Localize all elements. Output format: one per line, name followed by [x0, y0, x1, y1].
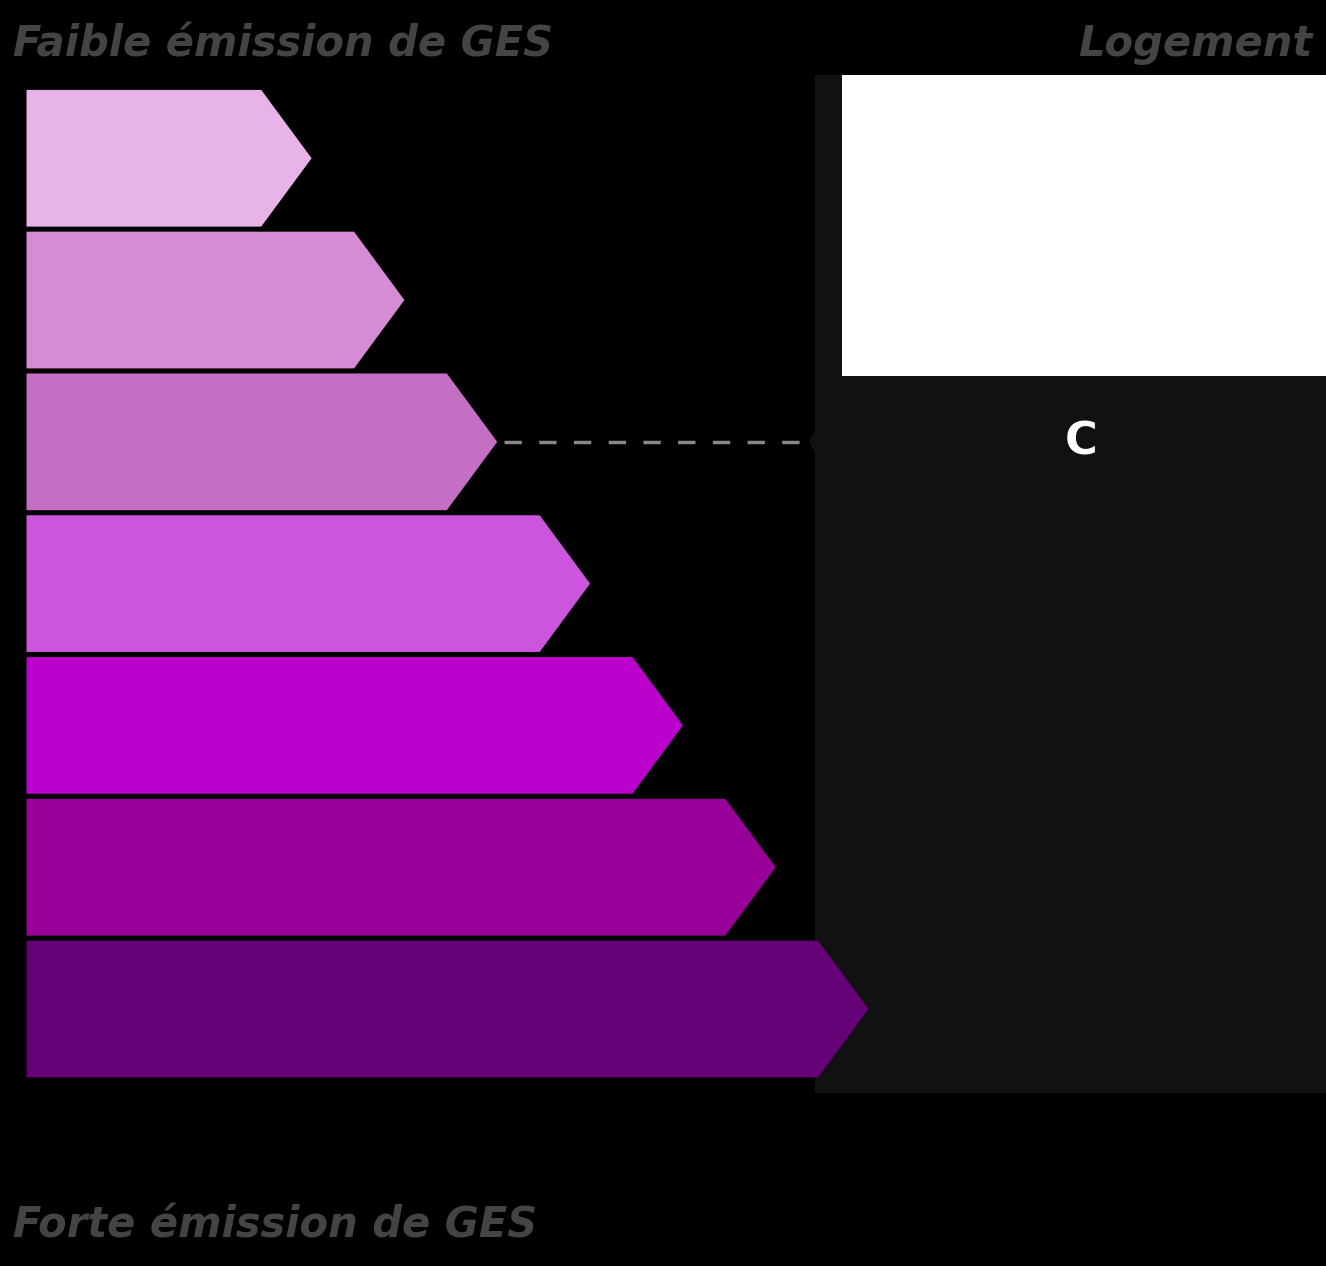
Text: C: C	[404, 425, 431, 458]
Text: 11 à 20: 11 à 20	[60, 428, 180, 456]
Polygon shape	[27, 941, 869, 1077]
Text: Forte émission de GES: Forte émission de GES	[13, 1204, 537, 1247]
Text: F: F	[684, 851, 709, 884]
Text: > 80: > 80	[60, 995, 135, 1023]
Text: E: E	[591, 709, 617, 742]
Text: Faible émission de GES: Faible émission de GES	[13, 23, 553, 66]
Polygon shape	[809, 384, 1319, 500]
Bar	[815, 75, 842, 1093]
Bar	[842, 376, 1326, 1093]
Text: D: D	[493, 567, 524, 600]
Polygon shape	[27, 657, 683, 794]
Polygon shape	[27, 373, 497, 510]
Text: C: C	[1065, 420, 1097, 463]
Polygon shape	[27, 799, 776, 936]
Polygon shape	[27, 515, 590, 652]
Text: 6 à 10: 6 à 10	[60, 286, 160, 314]
Polygon shape	[27, 90, 312, 227]
Text: 21 à 35: 21 à 35	[60, 570, 180, 598]
Polygon shape	[27, 232, 404, 368]
Text: 56 à 80: 56 à 80	[60, 853, 180, 881]
Bar	[842, 75, 1326, 376]
Text: ≤ 5: ≤ 5	[60, 144, 114, 172]
Text: Logement: Logement	[1078, 23, 1313, 66]
Text: B: B	[310, 284, 338, 316]
Text: A: A	[217, 142, 245, 175]
Text: G: G	[773, 993, 802, 1025]
Text: 36 à 55: 36 à 55	[60, 711, 180, 739]
